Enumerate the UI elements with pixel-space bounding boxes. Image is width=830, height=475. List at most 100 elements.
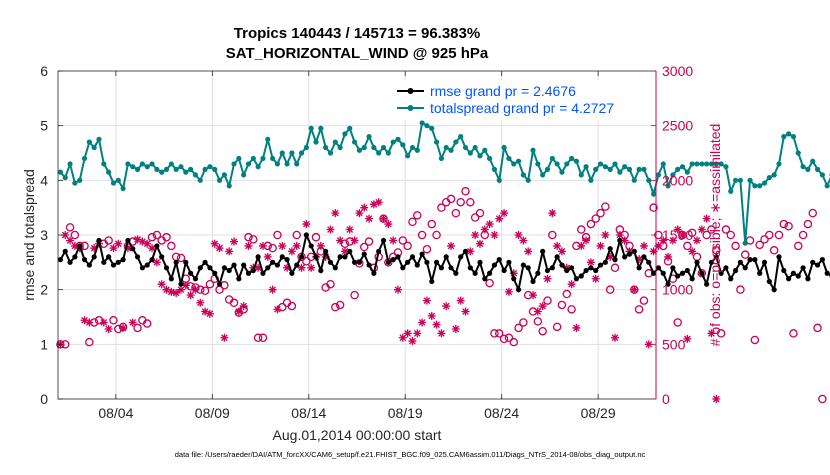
obs-possible-point bbox=[740, 250, 750, 259]
totalspread-point bbox=[665, 183, 671, 189]
totalspread-point bbox=[361, 144, 367, 151]
totalspread-point bbox=[110, 180, 117, 186]
rmse-point bbox=[342, 254, 348, 260]
totalspread-point bbox=[255, 164, 261, 170]
obs-possible-point bbox=[104, 236, 113, 245]
obs-assimilated-point bbox=[360, 203, 369, 212]
totalspread-point bbox=[226, 183, 232, 189]
obs-assimilated-point bbox=[702, 214, 711, 223]
rmse-point bbox=[274, 262, 281, 268]
rmse-point bbox=[814, 262, 821, 268]
rmse-point bbox=[212, 270, 218, 276]
obs-possible-point bbox=[750, 335, 760, 345]
obs-possible-point bbox=[779, 219, 789, 229]
rmse-point bbox=[294, 262, 300, 268]
obs-assimilated-point bbox=[620, 236, 629, 245]
rmse-point bbox=[385, 259, 391, 265]
obs-possible-point bbox=[533, 317, 543, 326]
rmse-point bbox=[241, 262, 247, 268]
totalspread-point bbox=[795, 150, 801, 156]
obs-possible-point bbox=[721, 225, 731, 234]
rmse-point bbox=[737, 259, 743, 265]
totalspread-point bbox=[458, 134, 464, 140]
obs-assimilated-point bbox=[668, 236, 677, 245]
rmse-point bbox=[757, 270, 763, 276]
obs-assimilated-point bbox=[157, 280, 166, 289]
obs-assimilated-point bbox=[601, 231, 610, 239]
rmse-point bbox=[448, 265, 454, 271]
totalspread-point bbox=[718, 161, 724, 167]
obs-assimilated-point bbox=[263, 252, 272, 261]
totalspread-point bbox=[544, 166, 551, 172]
obs-assimilated-point bbox=[210, 239, 219, 248]
rmse-point bbox=[62, 248, 68, 254]
obs-assimilated-point bbox=[172, 288, 181, 297]
axes: 08/04 08/09 08/14 08/19 08/24 08/29 0 1 2 3 4 5 6 0 50… bbox=[40, 63, 693, 421]
rmse-point bbox=[395, 254, 401, 260]
rmse-point bbox=[622, 254, 628, 260]
totalspread-point bbox=[761, 180, 768, 186]
y-right-tick-label: 0 bbox=[662, 391, 670, 407]
obs-assimilated-point bbox=[302, 220, 311, 229]
obs-possible-point bbox=[716, 329, 726, 338]
totalspread-point bbox=[583, 164, 589, 170]
obs-possible-point bbox=[577, 225, 586, 234]
obs-possible-point bbox=[273, 230, 282, 240]
rmse-point bbox=[819, 257, 825, 263]
totalspread-point bbox=[593, 166, 599, 172]
totalspread-point bbox=[766, 175, 772, 181]
rmse-point bbox=[356, 259, 363, 265]
obs-possible-point bbox=[557, 300, 567, 310]
obs-possible-point bbox=[331, 302, 340, 312]
obs-assimilated-point bbox=[119, 323, 128, 332]
totalspread-point bbox=[617, 169, 623, 175]
rmse-point bbox=[564, 267, 570, 274]
rmse-point bbox=[67, 259, 73, 265]
rmse-point bbox=[260, 270, 266, 276]
y-right-tick-label: 2500 bbox=[662, 118, 693, 134]
obs-possible-point bbox=[639, 296, 649, 305]
totalspread-point bbox=[81, 155, 88, 162]
rmse-point bbox=[202, 259, 208, 265]
totalspread-point bbox=[670, 172, 676, 178]
totalspread-point bbox=[708, 161, 715, 167]
obs-possible-point bbox=[784, 222, 793, 231]
obs-possible-point bbox=[109, 316, 118, 325]
rmse-point bbox=[805, 276, 811, 282]
rmse-point bbox=[641, 254, 647, 260]
rmse-point bbox=[569, 265, 575, 271]
footnote: data file: /Users/raeder/DAI/ATM_forcXX/… bbox=[175, 450, 646, 459]
obs-assimilated-point bbox=[567, 280, 576, 289]
obs-assimilated-point bbox=[66, 236, 75, 245]
obs-possible-point bbox=[417, 230, 427, 240]
series-rmse bbox=[57, 231, 830, 293]
totalspread-point bbox=[188, 166, 194, 172]
rmse-point bbox=[429, 278, 435, 285]
obs-assimilated-point bbox=[480, 225, 489, 234]
rmse-point bbox=[115, 259, 121, 265]
x-tick-label: 08/19 bbox=[388, 405, 423, 421]
rmse-point bbox=[689, 276, 695, 282]
obs-assimilated-point bbox=[225, 247, 234, 256]
rmse-point bbox=[704, 281, 710, 287]
totalspread-point bbox=[154, 166, 160, 172]
rmse-point bbox=[192, 276, 199, 282]
totalspread-point bbox=[824, 183, 830, 189]
totalspread-point bbox=[202, 166, 208, 172]
obs-assimilated-point bbox=[374, 198, 383, 207]
obs-assimilated-point bbox=[138, 237, 147, 246]
totalspread-point bbox=[385, 150, 391, 156]
rmse-point bbox=[57, 257, 64, 263]
obs-assimilated-point bbox=[114, 239, 123, 248]
obs-assimilated-point bbox=[393, 285, 402, 294]
totalspread-point bbox=[699, 161, 705, 167]
totalspread-point bbox=[342, 131, 348, 137]
rmse-point bbox=[409, 254, 416, 260]
totalspread-point bbox=[284, 161, 290, 167]
rmse-point bbox=[313, 254, 319, 260]
totalspread-point bbox=[130, 164, 136, 170]
obs-possible-point bbox=[268, 243, 277, 253]
totalspread-point bbox=[221, 172, 227, 178]
obs-possible-point bbox=[85, 337, 94, 347]
obs-assimilated-point bbox=[471, 231, 480, 239]
